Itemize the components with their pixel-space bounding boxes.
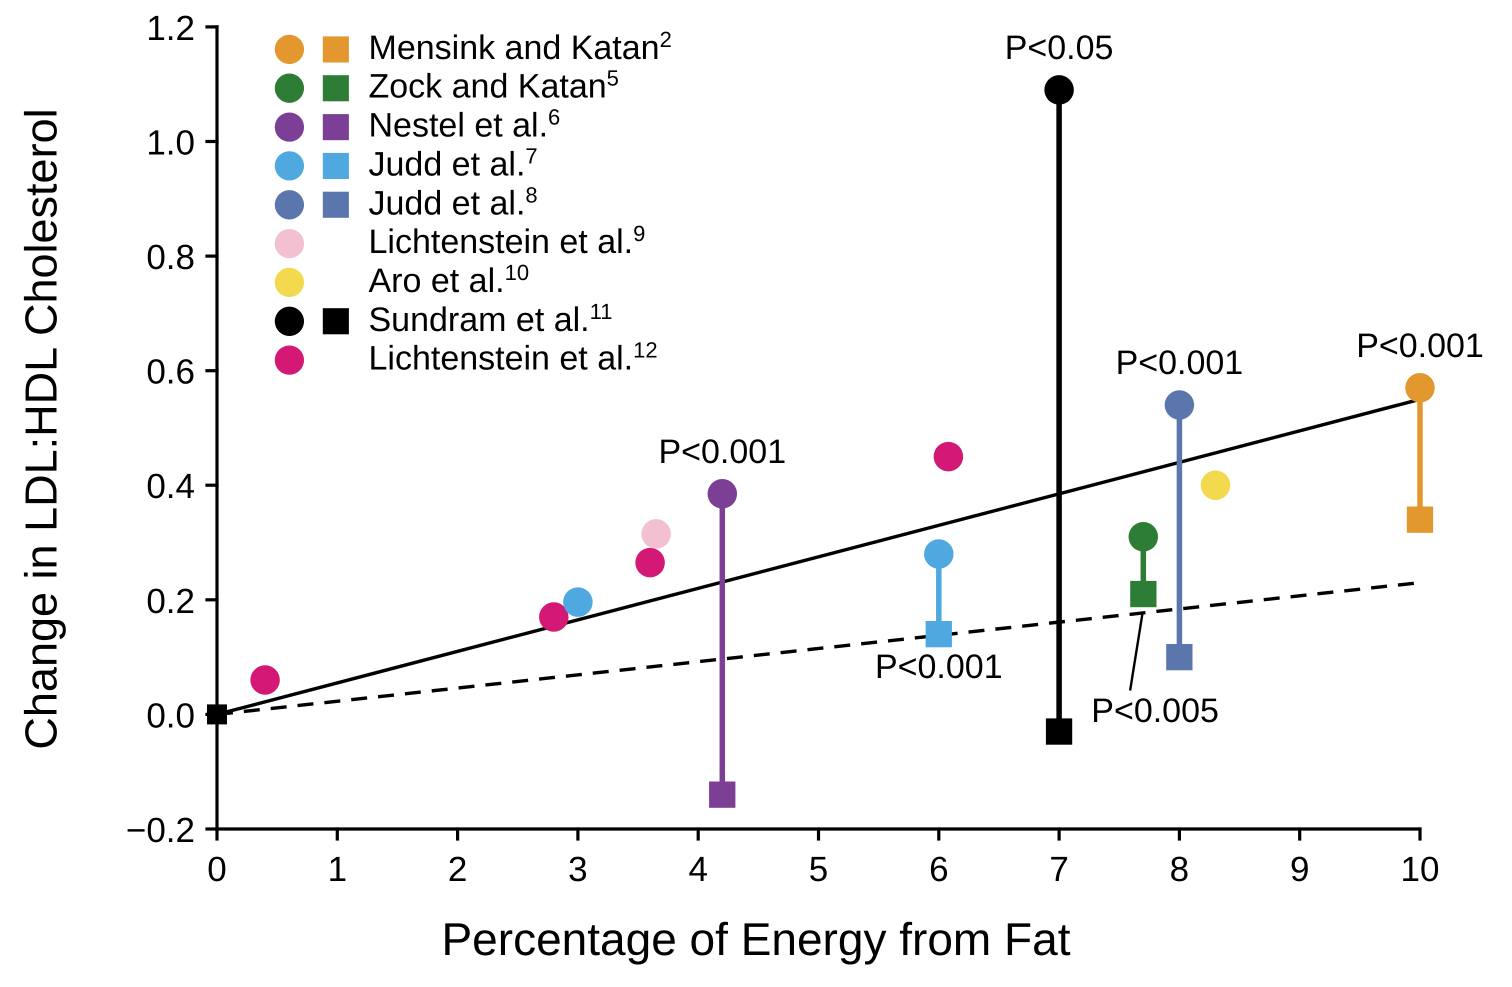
svg-text:Lichtenstein et al.12: Lichtenstein et al.12 [369,338,658,378]
svg-text:4: 4 [688,850,707,889]
svg-text:0.6: 0.6 [146,353,195,392]
svg-text:P<0.05: P<0.05 [1005,29,1114,67]
svg-text:1: 1 [328,850,347,889]
svg-text:P<0.001: P<0.001 [875,648,1003,686]
svg-text:0.2: 0.2 [146,582,195,621]
svg-text:Judd et al.8: Judd et al.8 [369,182,538,222]
svg-text:P<0.005: P<0.005 [1091,692,1219,730]
svg-text:8: 8 [1170,850,1189,889]
svg-text:1.2: 1.2 [146,9,195,48]
svg-text:Sundram et al.11: Sundram et al.11 [369,299,613,339]
svg-text:10: 10 [1401,850,1440,889]
svg-text:Judd et al.7: Judd et al.7 [369,143,538,183]
svg-text:0.8: 0.8 [146,238,195,277]
svg-text:Lichtenstein et al.9: Lichtenstein et al.9 [369,221,646,261]
svg-text:0: 0 [207,850,226,889]
svg-text:0.0: 0.0 [146,696,195,735]
svg-text:P<0.001: P<0.001 [658,433,786,471]
svg-text:P<0.001: P<0.001 [1116,344,1244,382]
svg-text:Mensink and Katan2: Mensink and Katan2 [369,27,672,67]
svg-text:5: 5 [809,850,828,889]
svg-text:Nestel et al.6: Nestel et al.6 [369,105,561,145]
svg-text:1.0: 1.0 [146,124,195,163]
svg-text:3: 3 [568,850,587,889]
svg-text:−0.2: −0.2 [126,811,195,850]
svg-text:6: 6 [929,850,948,889]
svg-text:0.4: 0.4 [146,467,195,506]
svg-text:2: 2 [448,850,467,889]
svg-text:7: 7 [1049,850,1068,889]
svg-text:Zock and Katan5: Zock and Katan5 [369,66,619,106]
svg-text:P<0.001: P<0.001 [1356,327,1484,365]
svg-text:9: 9 [1290,850,1309,889]
